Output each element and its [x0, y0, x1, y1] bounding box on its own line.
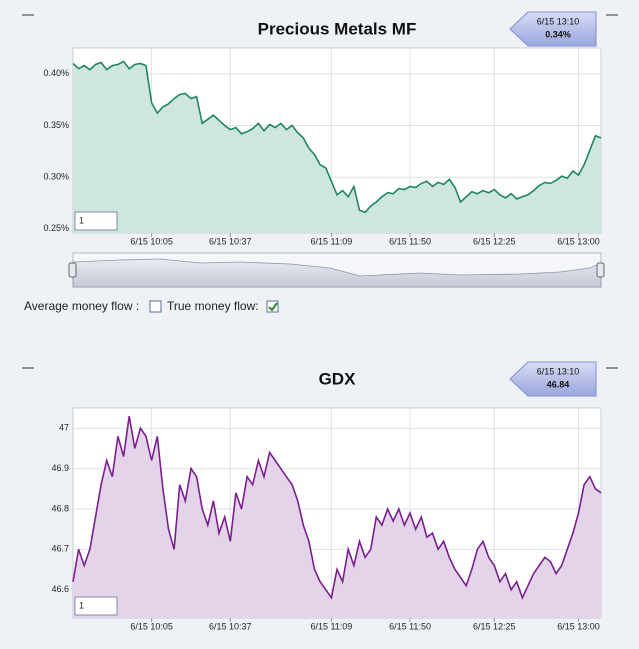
x-tick-label: 6/15 10:37 [209, 236, 252, 246]
x-tick-label: 6/15 10:37 [209, 621, 252, 631]
y-tick-label: 0.40% [43, 68, 69, 78]
tooltip-time: 6/15 13:10 [537, 16, 580, 26]
tooltip-value: 0.34% [545, 29, 571, 39]
range-input[interactable] [74, 211, 118, 231]
range-input-value: 1 [79, 600, 84, 610]
y-tick-label: 46.6 [51, 584, 69, 594]
average-flow-label: Average money flow : [24, 299, 139, 313]
x-tick-label: 6/15 10:05 [130, 236, 173, 246]
chart-title: Precious Metals MF [258, 19, 417, 38]
tooltip [509, 11, 597, 47]
y-tick-label: 46.8 [51, 503, 69, 513]
x-tick-label: 6/15 11:50 [389, 236, 431, 246]
range-input[interactable] [74, 596, 118, 616]
x-tick-label: 6/15 13:00 [557, 236, 600, 246]
y-tick-label: 0.35% [43, 120, 69, 130]
navigator-handle[interactable] [68, 262, 77, 278]
y-tick-label: 46.9 [51, 463, 69, 473]
x-tick-label: 6/15 12:25 [473, 236, 516, 246]
tooltip-value: 46.84 [547, 379, 570, 389]
y-tick-label: 47 [59, 423, 69, 433]
chart-title: GDX [319, 369, 357, 388]
navigator[interactable] [68, 252, 605, 288]
y-tick-label: 0.30% [43, 172, 69, 182]
y-tick-label: 0.25% [43, 223, 69, 233]
x-tick-label: 6/15 10:05 [130, 621, 173, 631]
range-input-value: 1 [79, 215, 84, 225]
average-flow-checkbox[interactable] [149, 300, 162, 313]
checkmark [268, 302, 278, 312]
true-flow-label: True money flow: [167, 299, 259, 313]
x-tick-label: 6/15 11:09 [310, 621, 352, 631]
area-fill [73, 416, 601, 618]
true-flow-checkbox[interactable] [266, 300, 279, 313]
y-tick-label: 46.7 [51, 544, 69, 554]
x-tick-label: 6/15 13:00 [557, 621, 600, 631]
line [72, 415, 602, 600]
navigator-handle[interactable] [596, 262, 605, 278]
tooltip [509, 361, 597, 397]
tooltip-time: 6/15 13:10 [537, 366, 580, 376]
x-tick-label: 6/15 12:25 [473, 621, 516, 631]
x-tick-label: 6/15 11:09 [310, 236, 352, 246]
line [72, 60, 602, 214]
x-tick-label: 6/15 11:50 [389, 621, 431, 631]
area-fill [73, 61, 601, 234]
